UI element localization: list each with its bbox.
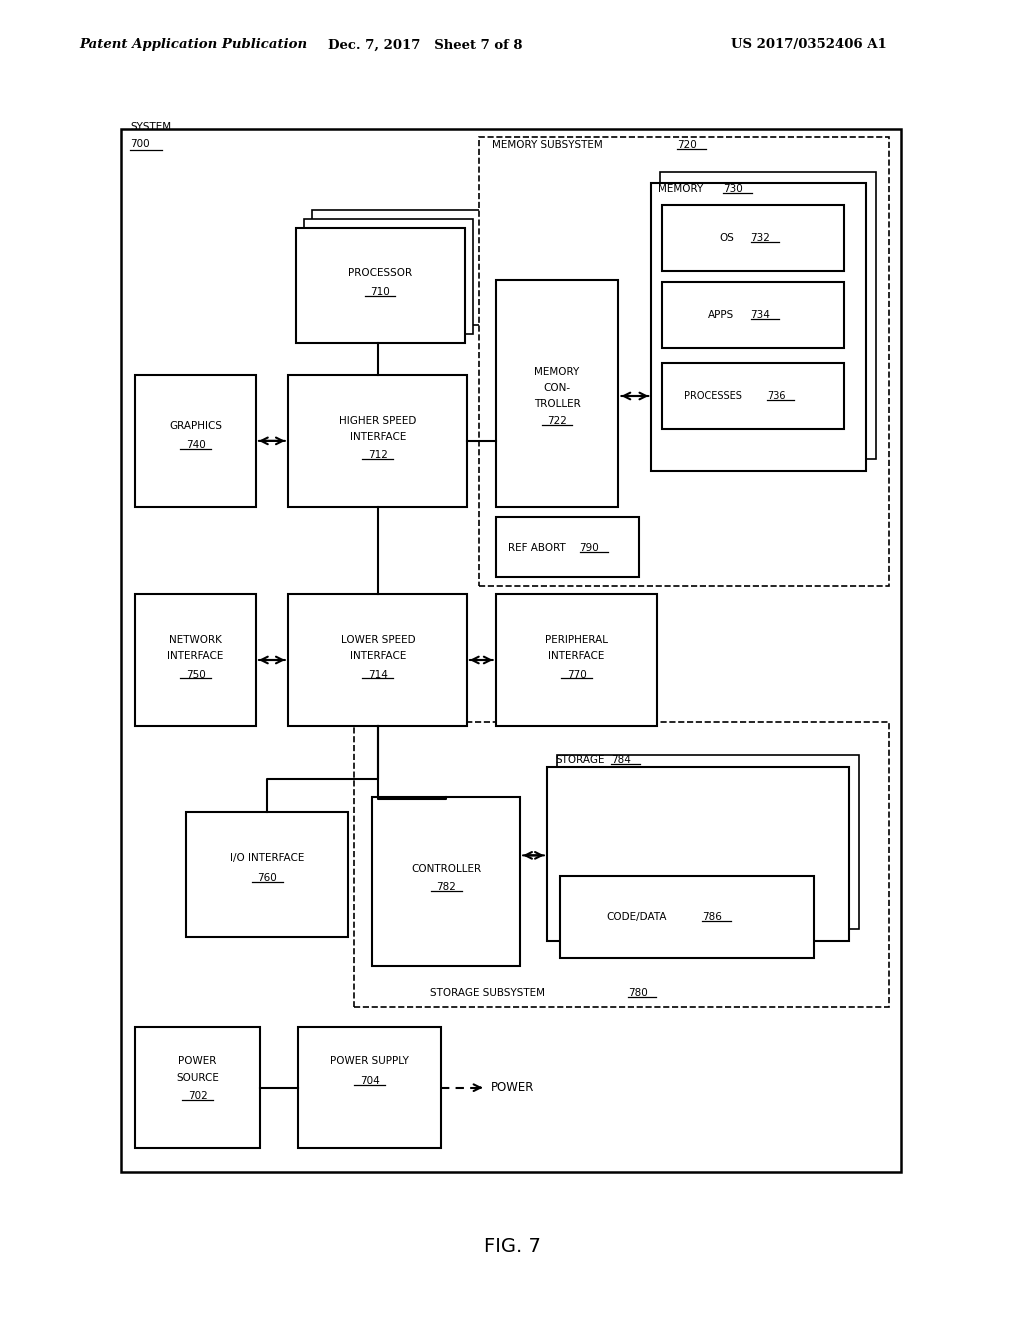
Text: MEMORY: MEMORY	[658, 183, 703, 194]
Text: 780: 780	[628, 987, 647, 998]
Text: 730: 730	[723, 183, 742, 194]
Text: 704: 704	[359, 1076, 380, 1086]
Text: MEMORY SUBSYSTEM: MEMORY SUBSYSTEM	[492, 140, 602, 150]
Bar	[186, 812, 348, 937]
Text: PROCESSES: PROCESSES	[684, 391, 741, 401]
Text: LOWER SPEED: LOWER SPEED	[341, 635, 415, 645]
Bar	[288, 594, 467, 726]
Bar	[660, 172, 876, 459]
Text: FIG. 7: FIG. 7	[483, 1237, 541, 1255]
Text: PERIPHERAL: PERIPHERAL	[545, 635, 608, 645]
Bar	[354, 722, 889, 1007]
Text: Patent Application Publication: Patent Application Publication	[79, 38, 307, 51]
Text: 722: 722	[547, 416, 567, 426]
Text: OS: OS	[720, 232, 734, 243]
Text: 702: 702	[187, 1090, 208, 1101]
Text: 712: 712	[368, 450, 388, 461]
Bar	[135, 375, 256, 507]
Text: CODE/DATA: CODE/DATA	[606, 912, 668, 923]
Text: POWER SUPPLY: POWER SUPPLY	[330, 1056, 410, 1067]
Bar	[662, 363, 844, 429]
Text: 732: 732	[751, 232, 770, 243]
Text: 790: 790	[580, 543, 599, 553]
Bar	[296, 228, 465, 343]
Text: STORAGE SUBSYSTEM: STORAGE SUBSYSTEM	[430, 987, 545, 998]
Text: 700: 700	[130, 139, 150, 149]
Bar	[651, 183, 866, 471]
Bar	[496, 280, 618, 507]
Text: CON-: CON-	[544, 383, 570, 393]
Bar	[372, 797, 520, 966]
Bar	[662, 282, 844, 348]
Text: 734: 734	[751, 310, 770, 321]
Text: 736: 736	[767, 391, 785, 401]
Text: US 2017/0352406 A1: US 2017/0352406 A1	[731, 38, 887, 51]
Text: TROLLER: TROLLER	[534, 399, 581, 409]
Bar	[547, 767, 849, 941]
Bar	[662, 205, 844, 271]
Text: 720: 720	[677, 140, 696, 150]
Bar	[288, 375, 467, 507]
Text: INTERFACE: INTERFACE	[349, 432, 407, 442]
Text: 782: 782	[436, 882, 457, 892]
Bar	[121, 129, 901, 1172]
Text: SYSTEM: SYSTEM	[130, 121, 171, 132]
Text: CONTROLLER: CONTROLLER	[412, 863, 481, 874]
Bar	[496, 517, 639, 577]
Text: INTERFACE: INTERFACE	[548, 651, 605, 661]
Text: POWER: POWER	[490, 1081, 534, 1094]
Bar	[560, 876, 814, 958]
Text: 750: 750	[185, 669, 206, 680]
Bar	[557, 755, 859, 929]
Text: POWER: POWER	[178, 1056, 217, 1067]
Text: 714: 714	[368, 669, 388, 680]
Text: HIGHER SPEED: HIGHER SPEED	[339, 416, 417, 426]
Text: INTERFACE: INTERFACE	[167, 651, 224, 661]
Text: 786: 786	[702, 912, 722, 923]
Text: 710: 710	[370, 286, 390, 297]
Bar	[496, 594, 657, 726]
Text: STORAGE: STORAGE	[555, 755, 604, 766]
Text: 770: 770	[566, 669, 587, 680]
Text: INTERFACE: INTERFACE	[349, 651, 407, 661]
Text: 740: 740	[185, 440, 206, 450]
Text: GRAPHICS: GRAPHICS	[169, 421, 222, 432]
Text: PROCESSOR: PROCESSOR	[348, 268, 412, 279]
Text: I/O INTERFACE: I/O INTERFACE	[230, 853, 304, 863]
Bar	[304, 219, 473, 334]
Bar	[135, 594, 256, 726]
Text: SOURCE: SOURCE	[176, 1073, 219, 1084]
Bar	[135, 1027, 260, 1148]
Text: NETWORK: NETWORK	[169, 635, 222, 645]
Text: 760: 760	[257, 873, 278, 883]
Text: APPS: APPS	[708, 310, 734, 321]
Bar	[298, 1027, 441, 1148]
Bar	[312, 210, 481, 325]
Text: MEMORY: MEMORY	[535, 367, 580, 378]
Text: REF ABORT: REF ABORT	[508, 543, 565, 553]
Text: 784: 784	[611, 755, 631, 766]
Bar	[479, 137, 889, 586]
Text: Dec. 7, 2017   Sheet 7 of 8: Dec. 7, 2017 Sheet 7 of 8	[328, 38, 522, 51]
